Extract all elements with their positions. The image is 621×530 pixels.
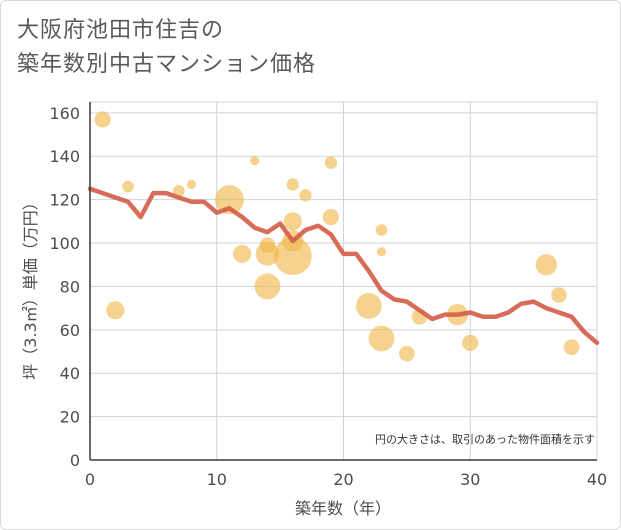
bubble-point: [250, 155, 260, 166]
x-axis-title: 築年数（年）: [295, 499, 391, 518]
bubble-size-note: 円の大きさは、取引のあった物件面積を示す: [375, 432, 595, 446]
y-tick-label: 40: [60, 364, 80, 383]
bubble-point: [106, 301, 125, 320]
y-tick-label: 0: [70, 451, 80, 470]
bubble-point: [551, 287, 567, 303]
tick-labels: 0 20 40 60 80 100 120 140 160 0 10 20 30 40: [49, 104, 607, 489]
bubble-point: [535, 254, 557, 276]
bubble-point: [94, 111, 111, 128]
bubble-point: [324, 156, 338, 169]
bubble-point: [273, 237, 312, 276]
bubble-point: [255, 242, 280, 266]
average-line-series: [87, 186, 600, 346]
bubble-point: [375, 224, 388, 236]
bubble-point: [299, 189, 312, 202]
y-tick-label: 160: [49, 104, 80, 123]
chart-title-line1: 大阪府池田市住吉の: [17, 18, 225, 43]
x-tick-label: 20: [333, 470, 353, 489]
y-tick-label: 140: [49, 147, 80, 166]
bubble-point: [286, 178, 299, 191]
bubble-point: [355, 293, 382, 319]
x-tick-label: 40: [587, 470, 607, 489]
grid-lines: [89, 101, 598, 461]
bubble-point: [172, 185, 185, 197]
y-tick-label: 20: [60, 408, 80, 427]
bubble-point: [368, 325, 395, 352]
chart-title-line2: 築年数別中古マンション価格: [17, 52, 317, 77]
axes: [89, 102, 597, 461]
y-tick-label: 100: [49, 234, 80, 253]
bubble-series: [94, 111, 580, 362]
bubble-point: [283, 212, 302, 231]
x-tick-label: 30: [460, 470, 480, 489]
bubble-point: [462, 334, 479, 351]
x-tick-label: 10: [207, 470, 227, 489]
y-tick-label: 60: [60, 321, 80, 340]
bubble-point: [233, 244, 252, 263]
bubble-point: [214, 185, 244, 215]
x-tick-label: 0: [85, 470, 95, 489]
bubble-point: [122, 180, 134, 193]
y-axis-title: 坪（3.3㎡）単価（万円）: [21, 194, 40, 379]
bubble-point: [322, 208, 339, 226]
bubble-point: [563, 339, 580, 355]
y-tick-label: 80: [60, 277, 80, 296]
chart-title: 大阪府池田市住吉の 築年数別中古マンション価格: [17, 14, 316, 82]
bubble-point: [399, 345, 415, 362]
bubble-point: [186, 179, 196, 190]
average-price-line: [87, 186, 600, 346]
bubble-point: [254, 273, 281, 300]
y-tick-label: 120: [49, 191, 80, 210]
bubble-point: [376, 247, 387, 257]
